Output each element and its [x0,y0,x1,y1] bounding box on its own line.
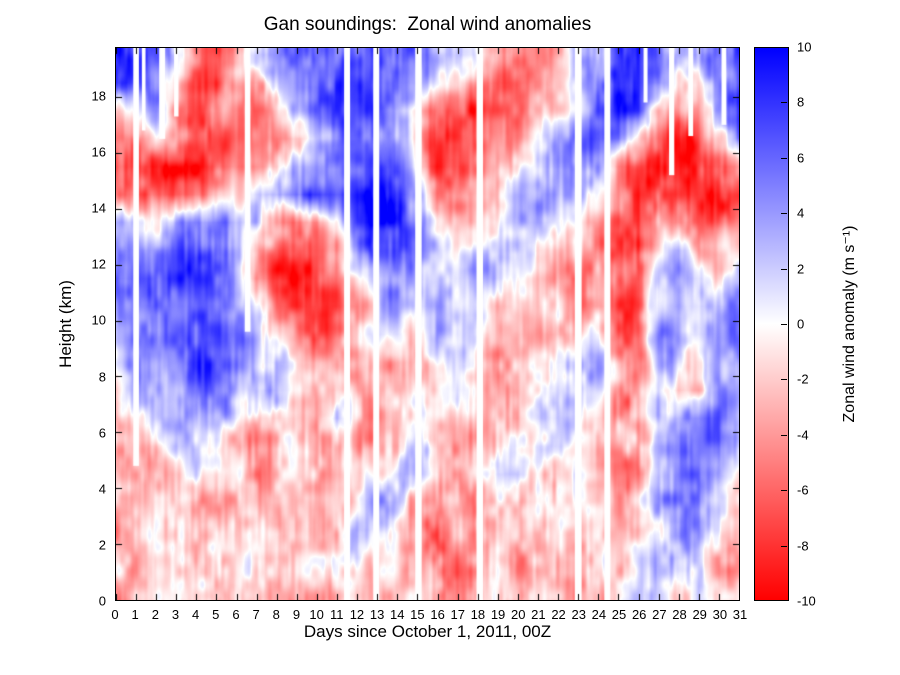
colorbar-tick-mark [781,490,787,491]
colorbar-tick-label: 6 [797,150,805,166]
x-tick-label: 27 [652,607,667,622]
y-tick-label: 18 [91,88,106,104]
x-tick-label: 30 [712,607,728,622]
x-tick-label: 0 [111,607,119,622]
colorbar-tick-label: 10 [797,39,812,55]
colorbar-tick-mark [781,102,787,103]
x-tick-label: 21 [531,607,546,622]
x-tick-label: 16 [430,607,445,622]
x-tick-label: 19 [490,607,506,622]
x-tick-label: 28 [672,607,687,622]
y-tick-label: 6 [98,425,106,441]
colorbar-tick-label: 8 [797,94,805,110]
colorbar-tick-mark [781,324,787,325]
y-tick-label: 14 [91,200,106,216]
y-tick-label: 8 [98,369,106,385]
colorbar-tick-label: -4 [797,427,809,443]
colorbar-tick-label: -2 [797,371,809,387]
y-axis-label: Height (km) [56,280,75,368]
x-tick-label: 29 [692,607,707,622]
x-tick-label: 15 [410,607,425,622]
colorbar-tick-label: 2 [797,261,805,277]
x-tick-label: 3 [171,607,180,622]
x-tick-label: 12 [349,607,365,622]
x-tick-label: 4 [192,607,200,622]
colorbar-tick-label: 0 [797,316,805,332]
colorbar-tick-mark [781,600,787,601]
x-tick-label: 31 [732,607,748,622]
x-tick-label: 24 [591,607,607,622]
x-tick-label: 1 [131,607,139,622]
colorbar-label: Zonal wind anomaly (m s⁻¹) [841,225,858,423]
y-tick-label: 0 [98,593,106,609]
colorbar-tick-label: -8 [797,538,809,554]
x-tick-label: 11 [330,607,344,622]
x-tick-label: 17 [450,607,465,622]
colorbar-tick-mark [781,47,787,48]
x-tick-label: 25 [611,607,627,622]
x-tick-label: 6 [232,607,240,622]
chart-title: Gan soundings: Zonal wind anomalies [263,14,592,35]
x-axis-label: Days since October 1, 2011, 00Z [303,622,552,641]
x-tick-label: 8 [272,607,280,622]
colorbar-tick-mark [781,213,787,214]
x-tick-label: 5 [212,607,220,622]
colorbar-tick-mark [781,158,787,159]
x-tick-label: 18 [470,607,486,622]
x-tick-label: 26 [631,607,647,622]
x-tick-label: 23 [571,607,586,622]
y-tick-label: 10 [91,312,106,328]
x-tick-label: 2 [151,607,159,622]
x-tick-label: 22 [551,607,566,622]
y-tick-label: 16 [91,144,106,160]
colorbar-tick-mark [781,435,787,436]
y-tick-label: 4 [98,481,106,497]
colorbar-tick-label: 4 [797,205,805,221]
colorbar-tick-label: -10 [797,593,816,609]
x-tick-label: 14 [390,607,405,622]
y-tick-label: 2 [98,537,106,553]
x-tick-label: 7 [252,607,260,622]
colorbar-tick-mark [781,269,787,270]
x-tick-label: 13 [369,607,385,622]
colorbar-tick-mark [781,379,787,380]
x-tick-label: 20 [510,607,526,622]
heatmap-canvas [116,48,739,600]
x-tick-label: 9 [292,607,301,622]
y-tick-label: 12 [91,256,106,272]
colorbar-tick-mark [781,546,787,547]
x-tick-label: 10 [309,607,324,622]
colorbar-tick-label: -6 [797,482,809,498]
plot-area [115,47,740,601]
